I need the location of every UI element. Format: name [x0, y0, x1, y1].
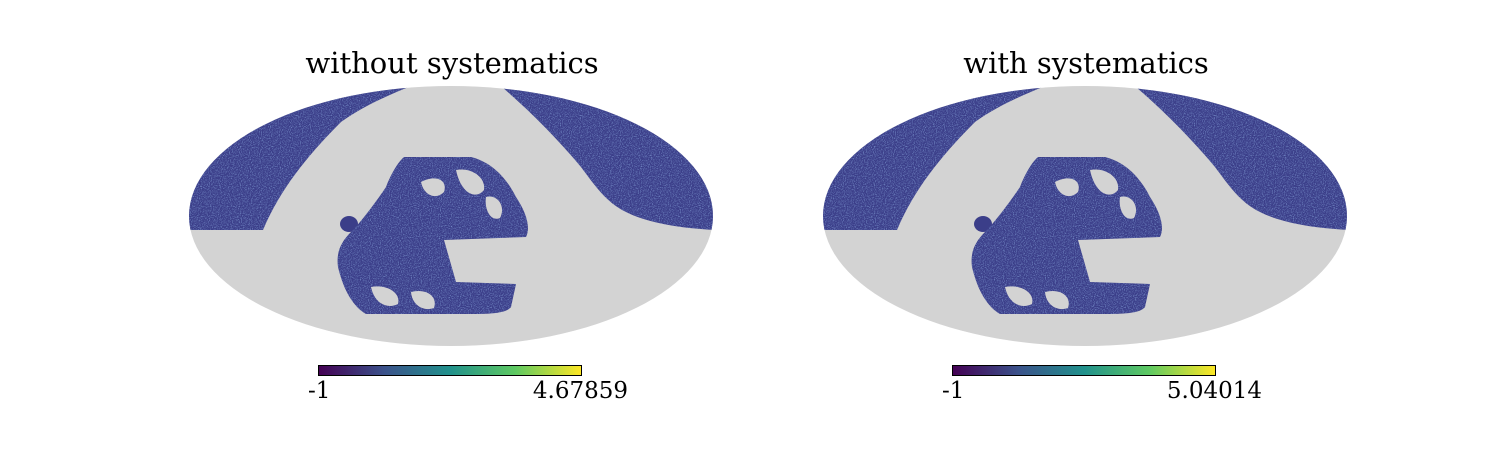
colorbar-max-label: 5.04014	[1166, 378, 1262, 404]
colorbar-min-label: -1	[308, 378, 331, 404]
map-title: without systematics	[305, 46, 599, 80]
map-panel-without-systematics: without systematics	[172, 0, 732, 450]
map-title: with systematics	[963, 46, 1209, 80]
colorbar-min-label: -1	[942, 378, 965, 404]
map-panel-with-systematics: with systematics	[806, 0, 1366, 450]
colorbar-max-label: 4.67859	[532, 378, 628, 404]
colorbar	[952, 365, 1216, 376]
colorbar	[318, 365, 582, 376]
mollweide-map	[823, 86, 1347, 346]
mollweide-map	[189, 86, 713, 346]
